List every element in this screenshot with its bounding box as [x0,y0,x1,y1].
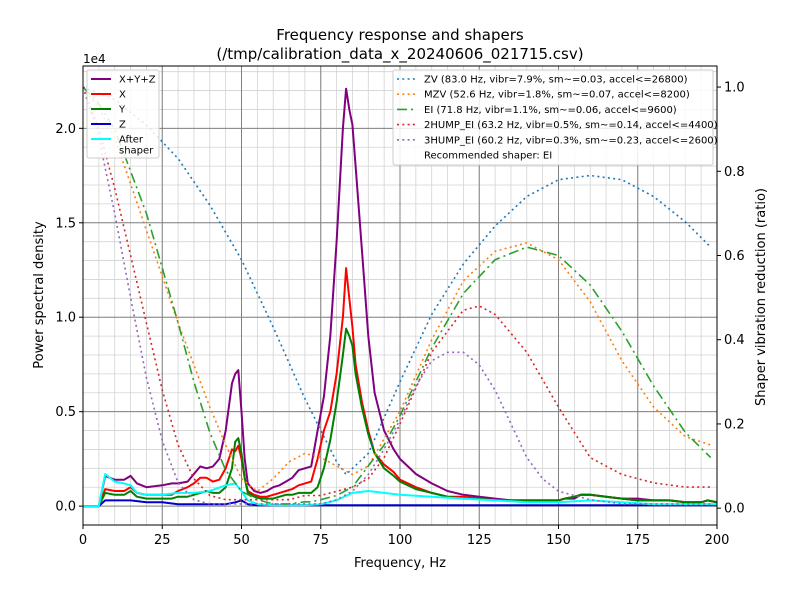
shaper-line-2hump_ei [83,86,711,501]
psd-line-y [83,327,717,508]
legend-psd-label: X [119,90,126,101]
x-tick-label: 50 [233,533,250,548]
x-tick-label: 125 [467,533,492,548]
y-left-tick-label: 0.0 [55,500,76,515]
y-axis-right-label: Shaper vibration reduction (ratio) [754,188,769,406]
legend-psd-label: X+Y+Z [119,75,156,86]
shaper-line-ei [83,86,712,505]
y-right-tick-label: 0.4 [724,333,745,348]
x-tick-label: 0 [79,533,87,548]
x-tick-label: 75 [312,533,329,548]
x-axis: 0 25 50 75 100 125 150 175 200 [79,525,730,548]
x-tick-label: 175 [625,533,650,548]
psd-line-z [83,499,717,508]
legend-shaper-label: EI (71.8 Hz, vibr=1.1%, sm~=0.06, accel<… [424,105,677,116]
legend-psd-label: Y [118,105,126,116]
legend-shaper-box [392,69,714,166]
recommended-shaper-note: Recommended shaper: EI [424,151,552,162]
shaper-series-group [83,86,712,505]
shaper-line-3hump_ei [83,86,711,505]
y-right-tick-label: 0.8 [724,165,745,180]
psd-line-after-shaper [83,473,717,508]
x-tick-label: 150 [546,533,571,548]
y-offset-label: 1e4 [83,52,106,66]
chart-title: Frequency response and shapers [276,26,524,44]
shaper-line-zv [83,86,712,476]
x-tick-label: 100 [388,533,413,548]
y-axis-right: 0.0 0.2 0.4 0.6 0.8 1.0 [717,81,745,517]
legend-psd-label: Z [119,120,126,131]
y-right-tick-label: 0.6 [724,249,745,264]
x-axis-label: Frequency, Hz [354,556,446,571]
legend-shaper-label: MZV (52.6 Hz, vibr=1.8%, sm~=0.07, accel… [424,90,690,101]
legend-shaper-label: ZV (83.0 Hz, vibr=7.9%, sm~=0.03, accel<… [424,75,688,86]
y-axis-left-label: Power spectral density [32,221,47,369]
legend-shaper-label: 2HUMP_EI (63.2 Hz, vibr=0.5%, sm~=0.14, … [424,120,718,131]
legend-psd-box [86,69,160,159]
legend-shapers: ZV (83.0 Hz, vibr=7.9%, sm~=0.03, accel<… [392,69,718,166]
y-right-tick-label: 1.0 [724,81,745,96]
chart-subtitle: (/tmp/calibration_data_x_20240606_021715… [216,45,583,64]
y-right-tick-label: 0.2 [724,417,745,432]
y-left-tick-label: 2.0 [55,122,76,137]
legend-shaper-label: 3HUMP_EI (60.2 Hz, vibr=0.3%, sm~=0.23, … [424,135,718,146]
legend-psd-label: shaper [119,146,154,157]
x-tick-label: 200 [705,533,730,548]
legend-psd-label: After [119,135,144,146]
y-left-tick-label: 0.5 [55,405,76,420]
y-axis-left: 0.0 0.5 1.0 1.5 2.0 [55,122,83,515]
y-left-tick-label: 1.5 [55,216,76,231]
x-tick-label: 25 [154,533,171,548]
y-right-tick-label: 0.0 [724,502,745,517]
y-left-tick-label: 1.0 [55,311,76,326]
